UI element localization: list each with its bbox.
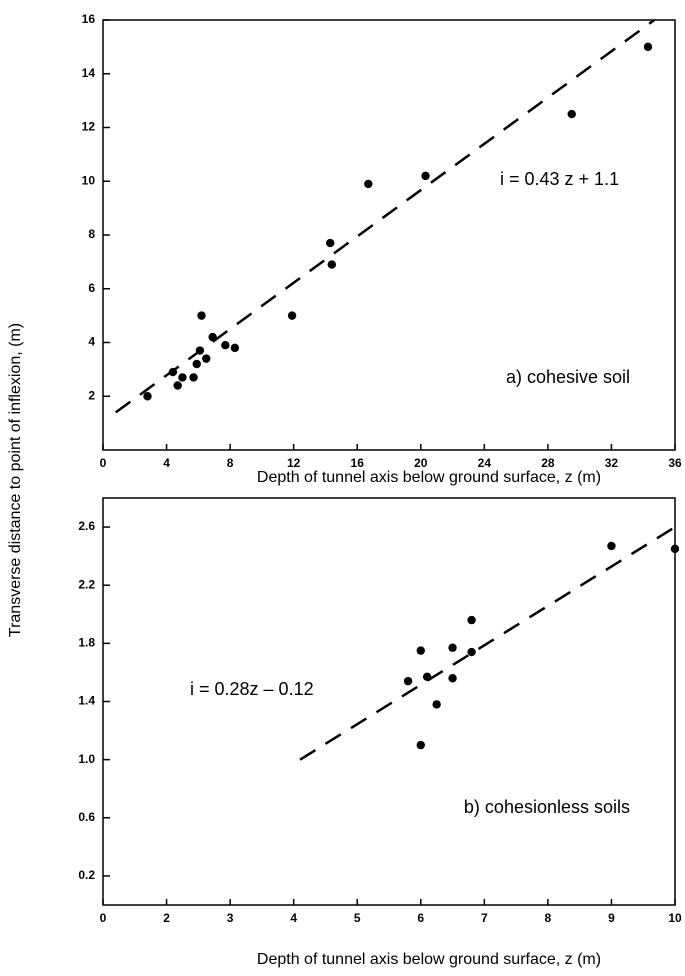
x-tick-label: 7 [481, 911, 488, 925]
data-point [173, 381, 182, 390]
data-point [670, 544, 680, 554]
y-tick-label: 6 [88, 281, 95, 295]
x-tick-label: 6 [417, 911, 424, 925]
data-point [448, 643, 457, 652]
x-tick-label: 16 [351, 456, 365, 470]
x-tick-label: 20 [414, 456, 428, 470]
x-tick-label: 9 [608, 911, 615, 925]
data-point [364, 179, 373, 189]
y-tick-label: 16 [82, 12, 96, 26]
data-point [192, 359, 201, 369]
data-point [230, 343, 240, 353]
data-point [197, 311, 206, 320]
x-tick-label: 2 [163, 911, 170, 925]
fit-line [114, 18, 656, 414]
x-tick-label: 5 [354, 911, 361, 925]
x-tick-label: 32 [605, 456, 619, 470]
data-point [416, 740, 425, 750]
data-point [567, 109, 576, 119]
annotation: a) cohesive soil [506, 367, 630, 387]
data-point [416, 646, 425, 655]
data-point [168, 367, 178, 377]
data-point [607, 541, 616, 551]
x-tick-label: 8 [227, 456, 234, 470]
data-point [432, 700, 441, 709]
y-tick-label: 1.4 [78, 694, 95, 708]
x-axis-label: Depth of tunnel axis below ground surfac… [257, 951, 601, 968]
y-tick-label: 10 [82, 173, 96, 187]
x-tick-label: 4 [163, 456, 170, 470]
data-point [467, 647, 476, 657]
data-point [143, 392, 152, 401]
data-point [202, 354, 211, 363]
x-tick-label: 4 [290, 911, 297, 925]
y-tick-label: 1.0 [78, 752, 95, 766]
data-point [448, 674, 457, 683]
data-point [327, 260, 336, 269]
annotation: i = 0.28z – 0.12 [190, 679, 314, 699]
y-tick-label: 2 [88, 388, 95, 402]
plot-frame [102, 497, 676, 906]
y-tick-label: 1.8 [78, 636, 95, 650]
y-tick-label: 0.2 [78, 868, 95, 882]
data-point [326, 238, 335, 248]
x-tick-label: 8 [545, 911, 552, 925]
x-tick-label: 24 [478, 456, 492, 470]
data-point [403, 676, 413, 686]
data-point [421, 171, 430, 181]
x-tick-label: 12 [287, 456, 301, 470]
data-point [221, 340, 230, 350]
x-axis-label: Depth of tunnel axis below ground surfac… [257, 469, 601, 486]
y-axis-label: Transverse distance to point of inflexio… [7, 323, 24, 637]
x-tick-label: 3 [227, 911, 234, 925]
y-tick-label: 4 [88, 335, 95, 349]
data-point [643, 42, 653, 52]
data-point [189, 373, 198, 382]
annotation: b) cohesionless soils [464, 797, 630, 817]
fit-line [299, 526, 676, 761]
y-tick-label: 12 [82, 120, 96, 134]
data-point [178, 373, 187, 382]
data-point [467, 615, 476, 625]
y-tick-label: 8 [88, 227, 95, 241]
data-point [195, 346, 205, 355]
y-tick-label: 14 [82, 66, 96, 80]
annotation: i = 0.43 z + 1.1 [500, 169, 619, 189]
x-tick-label: 10 [668, 911, 682, 925]
x-tick-label: 0 [100, 911, 107, 925]
data-point [422, 672, 432, 681]
x-tick-label: 28 [541, 456, 555, 470]
data-point [208, 332, 217, 342]
x-tick-label: 0 [100, 456, 107, 470]
y-tick-label: 2.6 [78, 519, 95, 533]
y-tick-label: 0.6 [78, 810, 95, 824]
y-tick-label: 2.2 [78, 577, 95, 591]
x-tick-label: 36 [668, 456, 682, 470]
data-point [287, 311, 297, 320]
